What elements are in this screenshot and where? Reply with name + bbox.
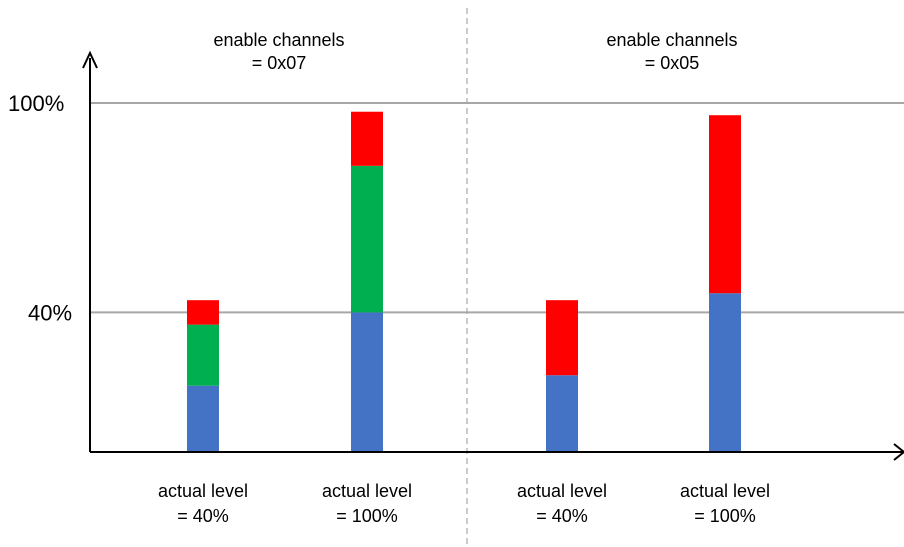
y-axis-arrow-icon [82, 50, 98, 69]
bar-segment-0-0 [187, 385, 219, 452]
category-label-line1-2: actual level [517, 481, 607, 501]
bar-segment-1-2 [351, 111, 383, 166]
y-tick-label-0: 40% [28, 300, 72, 325]
category-label-line2-2: = 40% [536, 506, 588, 526]
group-title-line2-1: = 0x05 [645, 53, 700, 73]
category-label-line2-1: = 100% [336, 506, 398, 526]
group-title-line1-0: enable channels [213, 30, 344, 50]
bar-segment-1-1 [351, 165, 383, 313]
category-label-line1-3: actual level [680, 481, 770, 501]
bar-segment-0-2 [187, 300, 219, 325]
category-label-line2-0: = 40% [177, 506, 229, 526]
bar-segment-2-0 [546, 375, 578, 452]
bar-segment-3-2 [709, 115, 741, 294]
category-label-line2-3: = 100% [694, 506, 756, 526]
bar-segment-0-1 [187, 324, 219, 386]
category-label-line1-1: actual level [322, 481, 412, 501]
group-title-line1-1: enable channels [606, 30, 737, 50]
category-label-line1-0: actual level [158, 481, 248, 501]
y-tick-label-1: 100% [8, 91, 64, 116]
bar-segment-3-0 [709, 293, 741, 452]
x-axis-arrow-icon [893, 443, 904, 461]
group-title-line2-0: = 0x07 [252, 53, 307, 73]
bar-segment-1-0 [351, 312, 383, 452]
bar-segment-2-2 [546, 300, 578, 376]
